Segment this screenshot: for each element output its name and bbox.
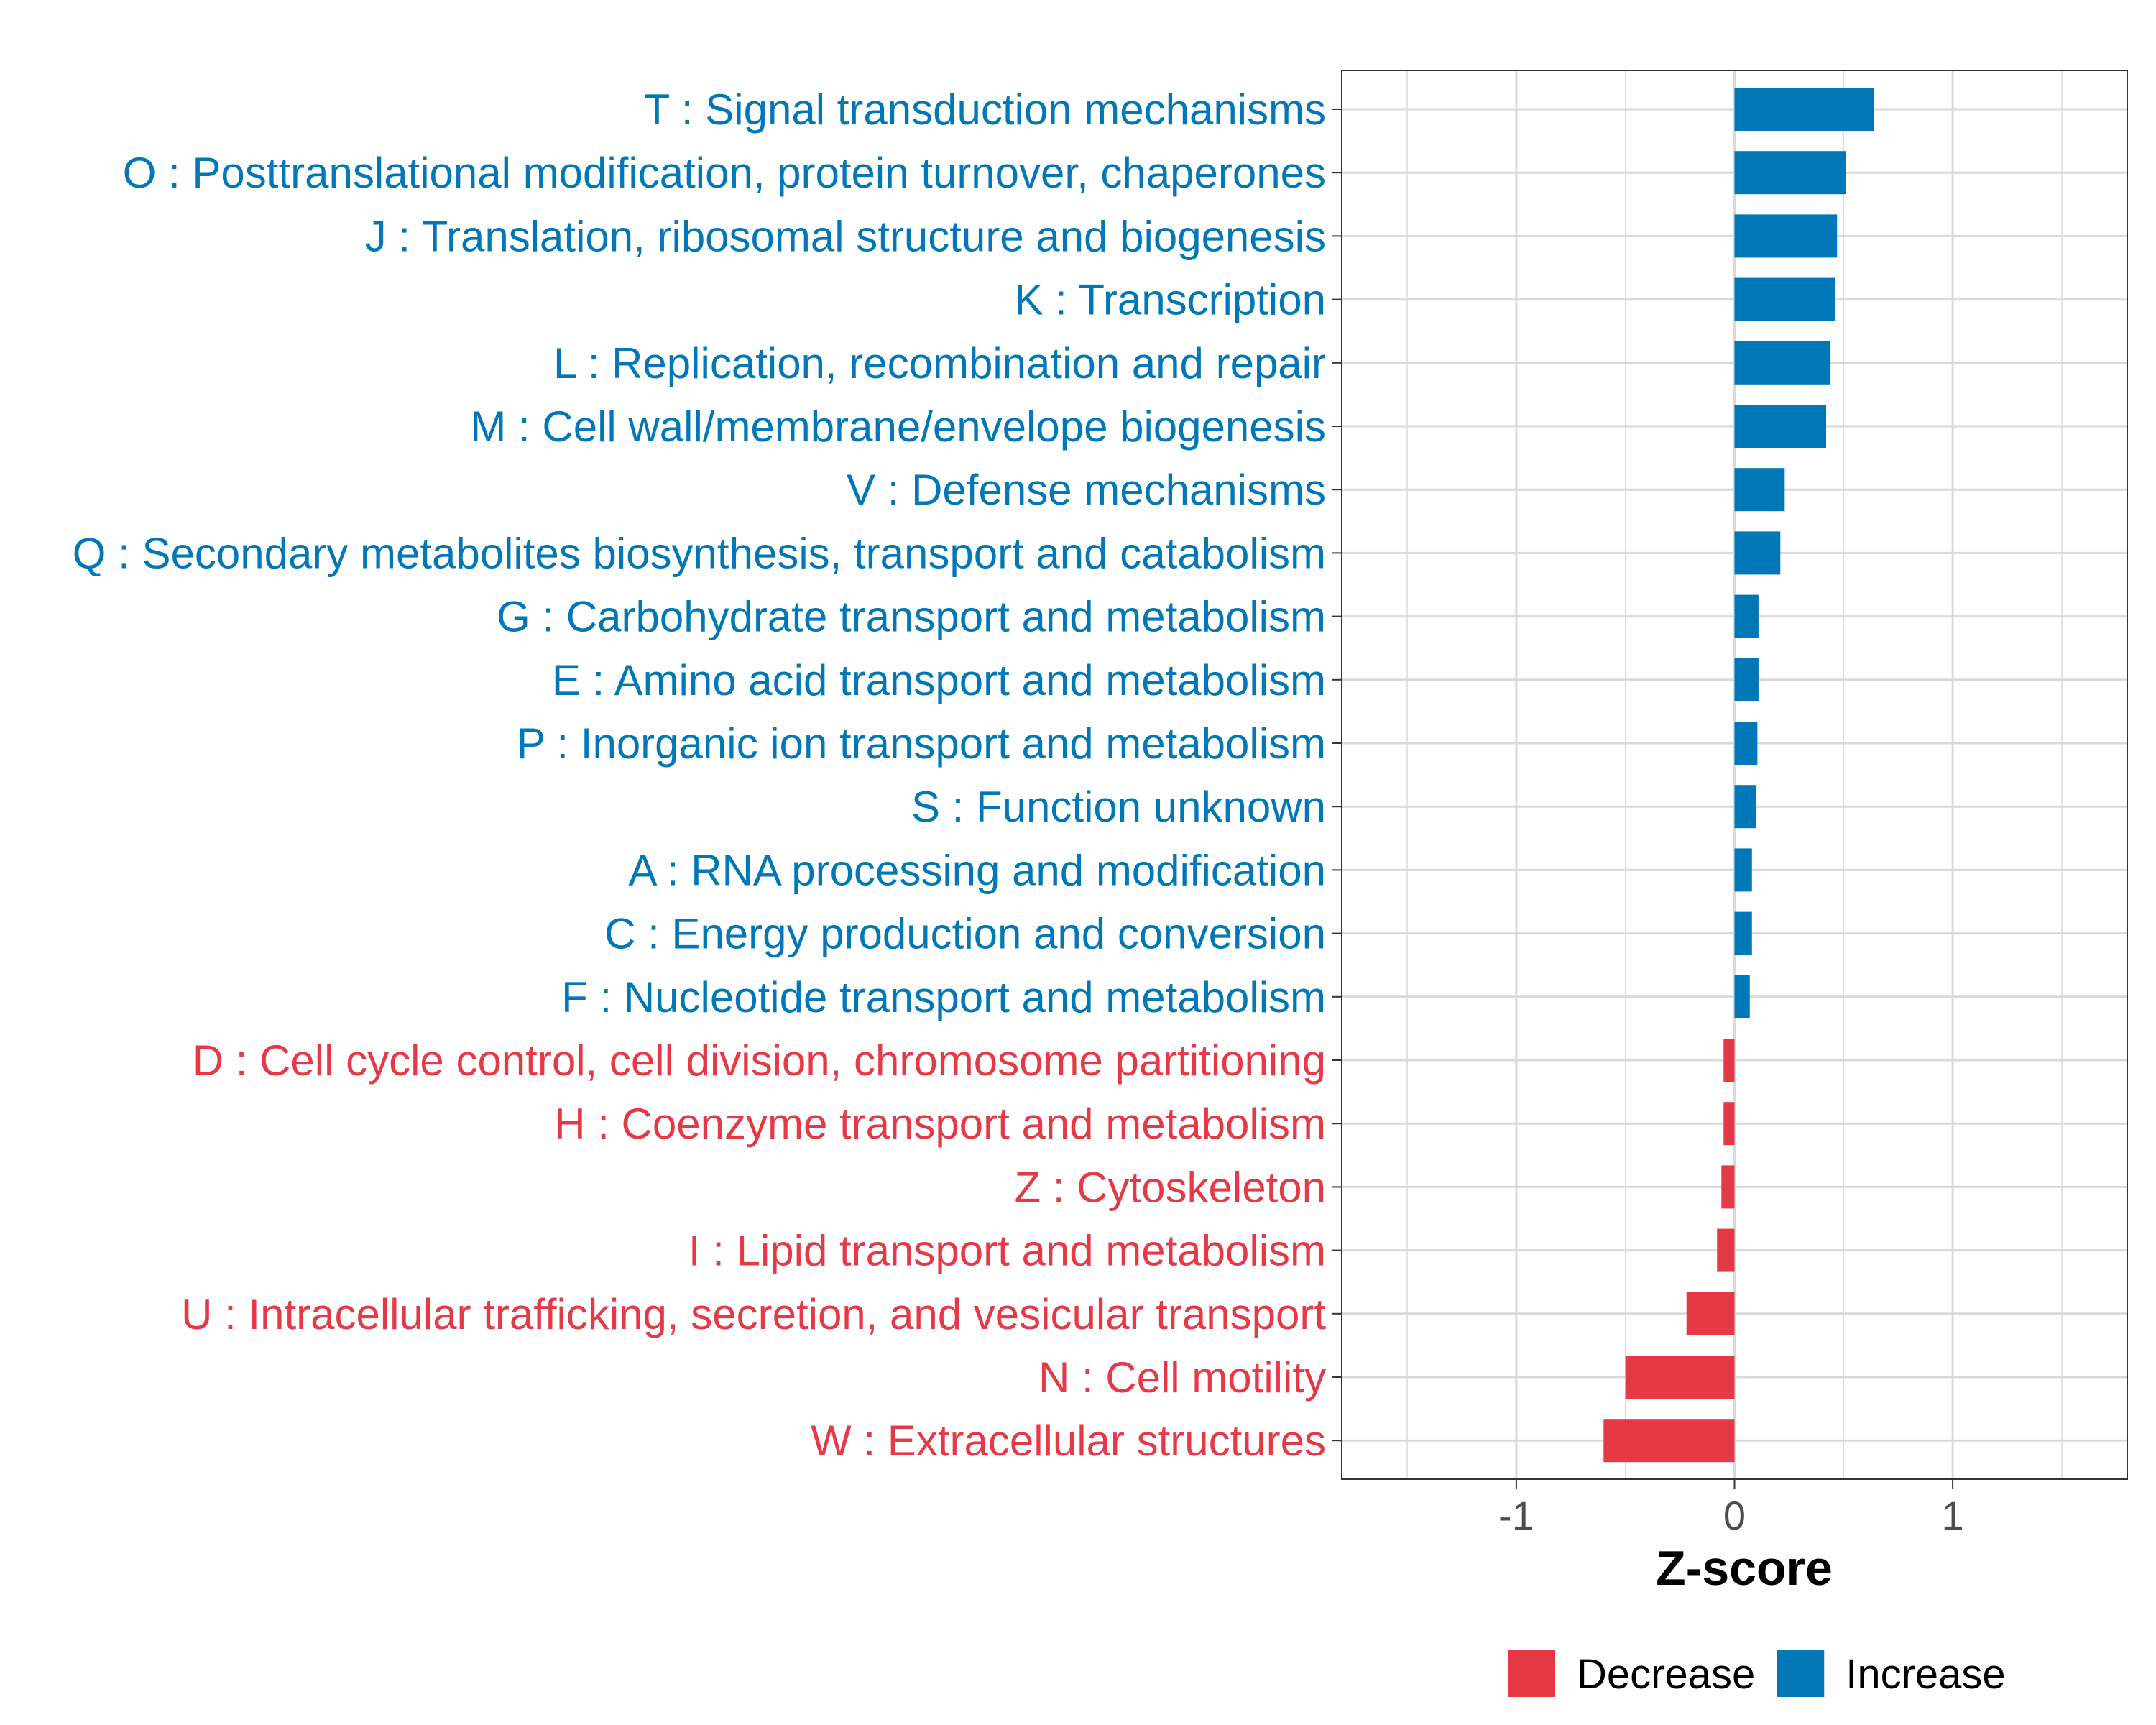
category-label: K : Transcription <box>1014 276 1326 324</box>
bar <box>1734 151 1846 195</box>
bar <box>1721 1165 1735 1209</box>
bar <box>1734 277 1835 321</box>
category-label: A : RNA processing and modification <box>628 846 1326 894</box>
category-label: L : Replication, recombination and repai… <box>553 339 1326 387</box>
bar <box>1734 214 1838 258</box>
legend-label: Decrease <box>1577 1651 1755 1698</box>
bar <box>1734 341 1831 385</box>
bar <box>1734 785 1756 829</box>
category-label: M : Cell wall/membrane/envelope biogenes… <box>470 402 1326 451</box>
category-label: G : Carbohydrate transport and metabolis… <box>497 593 1326 641</box>
bar <box>1734 975 1750 1018</box>
legend-key <box>1508 1650 1555 1697</box>
category-label: P : Inorganic ion transport and metaboli… <box>517 719 1326 768</box>
bar <box>1723 1039 1735 1082</box>
bar <box>1625 1356 1735 1399</box>
bar <box>1734 658 1759 702</box>
category-label: Z : Cytoskeleton <box>1014 1163 1326 1211</box>
bar <box>1734 405 1827 448</box>
y-axis-labels: T : Signal transduction mechanisms O : Po… <box>73 86 1327 1465</box>
y-axis-ticks <box>1332 109 1342 1442</box>
category-label: C : Energy production and conversion <box>604 910 1326 958</box>
bar <box>1734 722 1758 765</box>
legend-label: Increase <box>1846 1651 2005 1698</box>
legend: Decrease Increase <box>1508 1650 2006 1698</box>
category-label: D : Cell cycle control, cell division, c… <box>193 1036 1326 1085</box>
category-label: E : Amino acid transport and metabolism <box>552 656 1326 704</box>
bar <box>1734 848 1752 892</box>
category-label: H : Coenzyme transport and metabolism <box>554 1100 1326 1148</box>
category-label: N : Cell motility <box>1038 1353 1326 1402</box>
bar <box>1734 88 1874 131</box>
bar <box>1717 1228 1735 1272</box>
bar <box>1723 1102 1735 1146</box>
bar <box>1686 1292 1735 1335</box>
category-label: S : Function unknown <box>911 783 1326 831</box>
category-label: V : Defense mechanisms <box>847 466 1326 514</box>
category-label: F : Nucleotide transport and metabolism <box>561 973 1326 1021</box>
bar <box>1734 468 1785 512</box>
bar <box>1734 594 1759 638</box>
x-tick-label: -1 <box>1498 1493 1534 1538</box>
category-label: I : Lipid transport and metabolism <box>688 1227 1326 1275</box>
category-label: O : Posttranslational modification, prot… <box>123 149 1326 197</box>
bar <box>1734 531 1781 575</box>
legend-key <box>1777 1650 1825 1697</box>
category-label: U : Intracellular trafficking, secretion… <box>181 1290 1326 1338</box>
category-label: T : Signal transduction mechanisms <box>644 86 1326 134</box>
x-tick-label: 1 <box>1942 1493 1964 1538</box>
bar-layer <box>1603 88 1874 1463</box>
x-tick-label: 0 <box>1723 1493 1746 1538</box>
category-label: W : Extracellular structures <box>811 1417 1326 1465</box>
bar <box>1734 911 1752 955</box>
category-label: J : Translation, ribosomal structure and… <box>365 212 1326 260</box>
bar <box>1603 1419 1735 1463</box>
category-label: Q : Secondary metabolites biosynthesis, … <box>73 529 1326 577</box>
x-axis-title: Z-score <box>1656 1541 1833 1596</box>
x-axis-ticks: -1 0 1 <box>1498 1479 1964 1538</box>
